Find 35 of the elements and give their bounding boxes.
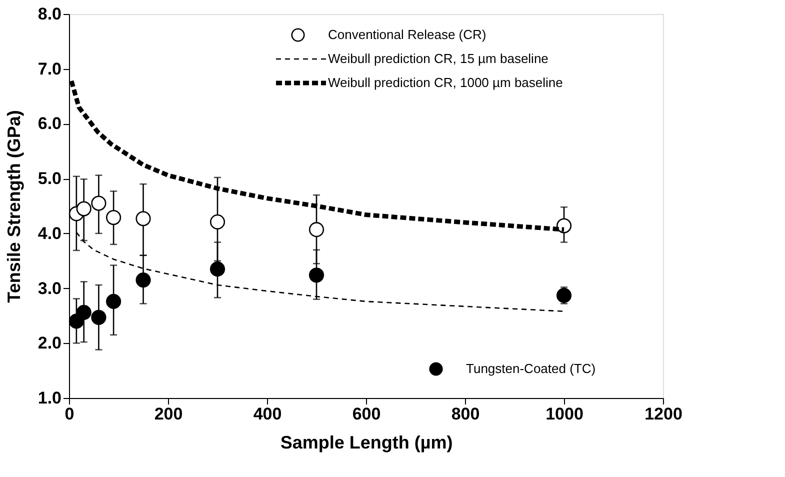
point xyxy=(91,196,106,211)
y-tick-label: 8.0 xyxy=(38,4,62,24)
point xyxy=(556,288,572,303)
x-tick-label: 200 xyxy=(154,404,183,424)
y-tick-label: 5.0 xyxy=(38,169,62,188)
point xyxy=(308,222,324,238)
point xyxy=(106,294,122,309)
legend-label: Weibull prediction CR, 15 µm baseline xyxy=(328,51,548,66)
point xyxy=(136,211,151,226)
point xyxy=(556,218,572,234)
y-tick-label: 6.0 xyxy=(38,114,62,134)
point xyxy=(106,210,122,226)
legend-label: Conventional Release (CR) xyxy=(328,27,486,42)
x-tick-label: 800 xyxy=(451,404,480,424)
point xyxy=(136,272,151,288)
x-tick-label: 1000 xyxy=(546,404,584,424)
x-tick-label: 0 xyxy=(64,404,74,424)
point xyxy=(91,310,106,325)
y-axis-title: Tensile Strength (GPa) xyxy=(4,110,24,303)
y-tick-label: 4.0 xyxy=(38,224,62,243)
point xyxy=(210,214,226,230)
legend-label: Tungsten-Coated (TC) xyxy=(466,361,596,376)
y-tick-label: 2.0 xyxy=(38,334,62,353)
x-tick-label: 1200 xyxy=(644,404,682,424)
y-tick-label: 1.0 xyxy=(38,388,62,408)
point xyxy=(210,262,226,277)
x-tick-label: 600 xyxy=(352,404,381,424)
legend-label: Weibull prediction CR, 1000 µm baseline xyxy=(328,75,563,90)
x-tick-label: 400 xyxy=(253,404,282,424)
point xyxy=(76,304,92,320)
y-tick-label: 3.0 xyxy=(38,278,62,298)
y-tick-label: 7.0 xyxy=(38,59,62,78)
point xyxy=(308,268,324,283)
point xyxy=(76,201,92,216)
x-axis-title: Sample Length (µm) xyxy=(280,432,453,452)
